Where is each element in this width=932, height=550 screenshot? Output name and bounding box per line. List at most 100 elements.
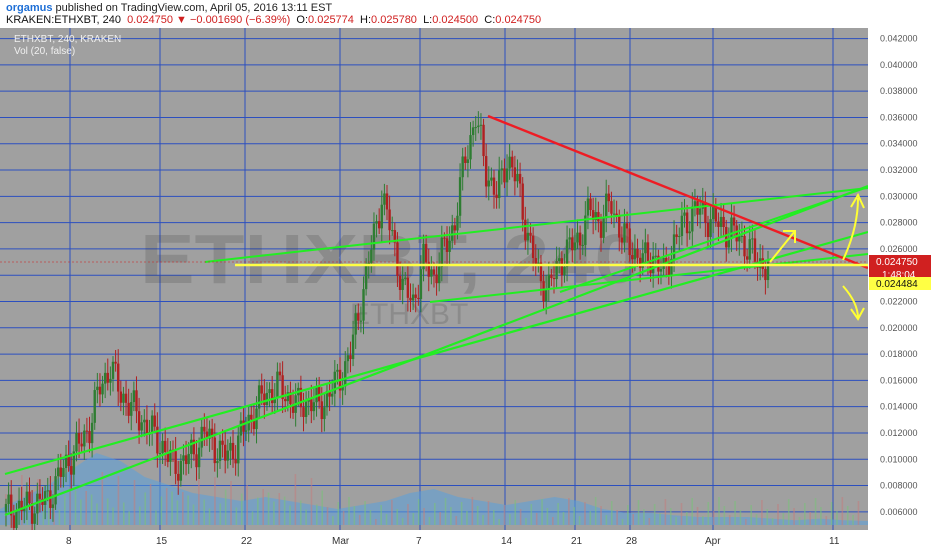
trendlines[interactable] [4, 114, 869, 517]
volume-bar [283, 496, 286, 525]
volume-bar [637, 500, 640, 525]
price-tick: 0.032000 [880, 165, 918, 175]
candle-body [471, 127, 475, 136]
open-label: O: [296, 14, 309, 26]
candle-body [250, 414, 253, 420]
candle-body [641, 253, 644, 268]
candle-body [278, 371, 282, 376]
volume-bar [857, 501, 860, 525]
candle-body [367, 262, 370, 265]
volume-bar [519, 509, 522, 525]
volume-bar [680, 503, 683, 525]
green-trendline-upper-fan[interactable] [204, 187, 869, 263]
candle-body [571, 237, 574, 251]
volume-bar [85, 491, 88, 525]
price-tick: 0.010000 [880, 454, 918, 464]
time-tick: 14 [501, 536, 513, 547]
red-resistance-line[interactable] [487, 114, 869, 270]
candle-body [753, 238, 757, 262]
author-link[interactable]: orgamus [6, 2, 53, 14]
volume-bar [187, 495, 189, 525]
candle-body [153, 415, 156, 427]
candle-body [25, 491, 29, 507]
volume-bar [578, 516, 581, 525]
candle-body [633, 248, 637, 260]
candle-body [260, 385, 263, 394]
price-tick: 0.012000 [880, 428, 918, 438]
candle-body [607, 193, 611, 202]
volume-bar [316, 504, 318, 525]
candle-body [665, 257, 668, 264]
volume-bar [257, 497, 259, 525]
volume-bar [96, 503, 98, 525]
candle-body [163, 440, 167, 452]
green-trendline-lower[interactable] [4, 184, 869, 517]
candle-body [490, 177, 493, 181]
candle-body [216, 461, 219, 464]
candle-body [521, 183, 524, 220]
volume-legend[interactable]: Vol (20, false) [14, 46, 76, 57]
volume-bar [407, 504, 409, 525]
green-trendline-middle[interactable] [4, 230, 869, 476]
last-price-tag: 0.024750 [876, 257, 918, 268]
green-trendline-fan-1[interactable] [559, 186, 869, 293]
volume-bar [214, 477, 216, 525]
candle-body [484, 156, 488, 187]
volume-bar [525, 518, 527, 525]
time-tick: 28 [626, 536, 638, 547]
candle-body [190, 439, 193, 454]
candle-body [584, 215, 587, 245]
volume-bar [509, 514, 511, 525]
time-tick: 22 [241, 536, 253, 547]
candle-body [518, 173, 522, 184]
price-chart[interactable]: ETHXBT, 240 ETHXBT 0.0420000.0400000.038… [0, 28, 932, 530]
candle-body [103, 372, 107, 384]
candle-body [38, 493, 42, 499]
volume-bar [541, 499, 543, 525]
time-axis[interactable]: 8 15 22 Mar 7 14 21 28 Apr 11 [0, 530, 932, 550]
volume-bar [471, 497, 474, 525]
candle-body [555, 261, 558, 280]
volume-bar [702, 516, 704, 525]
volume-bar [434, 503, 436, 525]
candle-body [96, 386, 99, 391]
candle-body [657, 255, 660, 272]
series-legend[interactable]: ETHXBT, 240, KRAKEN [14, 34, 122, 45]
price-tick: 0.034000 [880, 139, 918, 149]
volume-bar [814, 498, 817, 525]
candle-body [30, 503, 34, 524]
volume-bar [669, 508, 672, 525]
candle-body [745, 256, 749, 260]
volume-bar [240, 493, 243, 525]
volume-bar [380, 505, 382, 525]
candle-body [505, 168, 509, 183]
candle-body [550, 274, 553, 279]
price-tick: 0.020000 [880, 323, 918, 333]
countdown-tag: 1:48:04 [882, 270, 916, 281]
candle-body [539, 262, 543, 282]
volume-bar [460, 502, 463, 525]
candle-body [503, 168, 506, 183]
candle-body [117, 363, 120, 392]
volume-bar [133, 480, 136, 525]
candle-body [192, 439, 196, 455]
volume-bar [573, 507, 576, 525]
candle-body [623, 223, 626, 243]
candle-body [398, 275, 402, 290]
candle-body [80, 443, 83, 447]
candle-body [127, 402, 130, 416]
ohlc-header: KRAKEN:ETHXBT, 240 0.024750 ▼ −0.001690 … [6, 14, 541, 28]
candle-body [330, 393, 334, 397]
candle-body [388, 209, 391, 231]
candle-body [414, 294, 417, 298]
volume-bar [809, 512, 811, 525]
candle-body [469, 135, 472, 160]
candle-body [670, 258, 673, 277]
volume-bar [503, 505, 506, 525]
candle-body [221, 440, 224, 445]
open-value: 0.025774 [308, 14, 354, 26]
candle-body [54, 476, 57, 505]
green-trendline-fan-2[interactable] [429, 253, 869, 303]
candle-body [482, 124, 485, 157]
candle-body [41, 498, 44, 505]
